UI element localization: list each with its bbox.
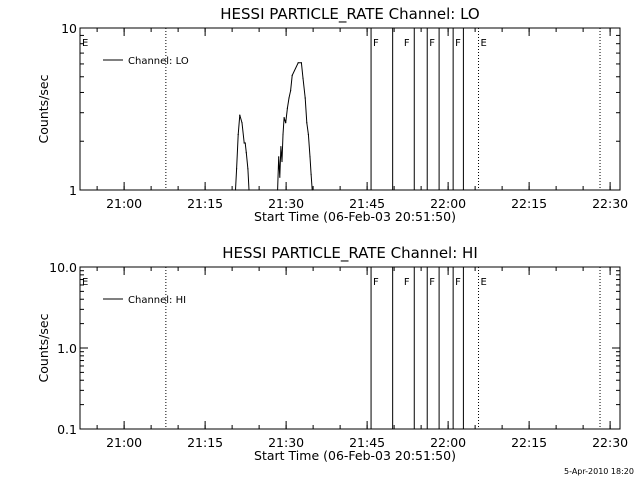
x-tick-label: 21:15 bbox=[187, 196, 223, 211]
timestamp: 5-Apr-2010 18:20 bbox=[564, 467, 634, 476]
y-tick-label: 0.1 bbox=[57, 422, 77, 437]
series-point bbox=[286, 107, 288, 109]
series-point bbox=[279, 176, 281, 178]
x-tick-label: 21:15 bbox=[187, 435, 223, 450]
series-point bbox=[306, 122, 308, 124]
x-tick-label: 22:15 bbox=[511, 435, 547, 450]
series-point bbox=[290, 90, 292, 92]
flag-label: F bbox=[373, 277, 379, 288]
x-tick-label: 21:45 bbox=[349, 435, 385, 450]
series-point bbox=[304, 97, 306, 99]
flag-label: E bbox=[481, 277, 487, 288]
series-point bbox=[241, 122, 243, 124]
series-line bbox=[235, 62, 313, 191]
panel-lo: HESSI PARTICLE_RATE Channel: LO 1 10 21:00 2… bbox=[36, 5, 628, 224]
series-point bbox=[309, 156, 311, 158]
series-point bbox=[302, 77, 304, 79]
series-point bbox=[277, 189, 279, 191]
series-point bbox=[245, 152, 247, 154]
chart-title: HESSI PARTICLE_RATE Channel: LO bbox=[220, 5, 479, 24]
series-point bbox=[247, 168, 249, 170]
flag-label: F bbox=[455, 277, 461, 288]
series-point bbox=[237, 133, 239, 136]
x-tick-label: 22:00 bbox=[430, 435, 466, 450]
series-point bbox=[291, 74, 293, 76]
legend-label: Channel: HI bbox=[128, 295, 186, 306]
y-tick-label: 1.0 bbox=[57, 341, 77, 356]
x-tick-label: 22:30 bbox=[592, 435, 628, 450]
series-point bbox=[234, 189, 237, 191]
series-point bbox=[297, 62, 299, 64]
x-tick-label: 22:00 bbox=[430, 196, 466, 211]
panel-hi: HESSI PARTICLE_RATE Channel: HI 0.1 1.0 10.… bbox=[36, 244, 628, 463]
legend-label: Channel: LO bbox=[128, 56, 189, 67]
series-point bbox=[282, 133, 284, 136]
y-tick-label: 10.0 bbox=[49, 260, 77, 275]
series-point bbox=[239, 114, 241, 116]
flag-label: F bbox=[429, 277, 435, 288]
series-point bbox=[310, 173, 312, 175]
x-tick-label: 22:15 bbox=[511, 196, 547, 211]
series-point bbox=[278, 156, 280, 158]
series-point bbox=[243, 142, 245, 144]
y-axis-label: Counts/sec bbox=[36, 313, 51, 382]
flag-label: E bbox=[82, 277, 88, 288]
x-axis-label: Start Time (06-Feb-03 20:51:50) bbox=[254, 448, 456, 463]
series-point bbox=[311, 189, 313, 191]
y-tick-label: 1 bbox=[69, 183, 77, 198]
flag-label: F bbox=[429, 38, 435, 49]
plot-frame bbox=[79, 27, 621, 191]
x-tick-label: 21:30 bbox=[268, 435, 304, 450]
plot-frame bbox=[79, 266, 621, 430]
series-point bbox=[285, 122, 287, 124]
series-point bbox=[248, 189, 250, 191]
x-tick-label: 21:00 bbox=[106, 196, 142, 211]
flag-label: E bbox=[481, 38, 487, 49]
flag-label: E bbox=[82, 38, 88, 49]
x-axis-label: Start Time (06-Feb-03 20:51:50) bbox=[254, 209, 456, 224]
flag-label: F bbox=[404, 38, 410, 49]
series-point bbox=[281, 160, 283, 163]
x-tick-label: 21:30 bbox=[268, 196, 304, 211]
series-point bbox=[280, 146, 282, 148]
flag-label: F bbox=[373, 38, 379, 49]
series-point bbox=[244, 142, 246, 144]
x-tick-label: 21:00 bbox=[106, 435, 142, 450]
chart-title: HESSI PARTICLE_RATE Channel: HI bbox=[222, 244, 478, 263]
series-point bbox=[288, 97, 290, 99]
flag-label: F bbox=[455, 38, 461, 49]
y-tick-label: 10 bbox=[61, 21, 77, 36]
flag-label: F bbox=[404, 277, 410, 288]
series-point bbox=[300, 62, 302, 64]
series-point bbox=[307, 133, 309, 136]
x-tick-label: 21:45 bbox=[349, 196, 385, 211]
series-point bbox=[283, 117, 285, 119]
series-point bbox=[236, 168, 238, 170]
y-axis-label: Counts/sec bbox=[36, 74, 51, 143]
x-tick-label: 22:30 bbox=[592, 196, 628, 211]
